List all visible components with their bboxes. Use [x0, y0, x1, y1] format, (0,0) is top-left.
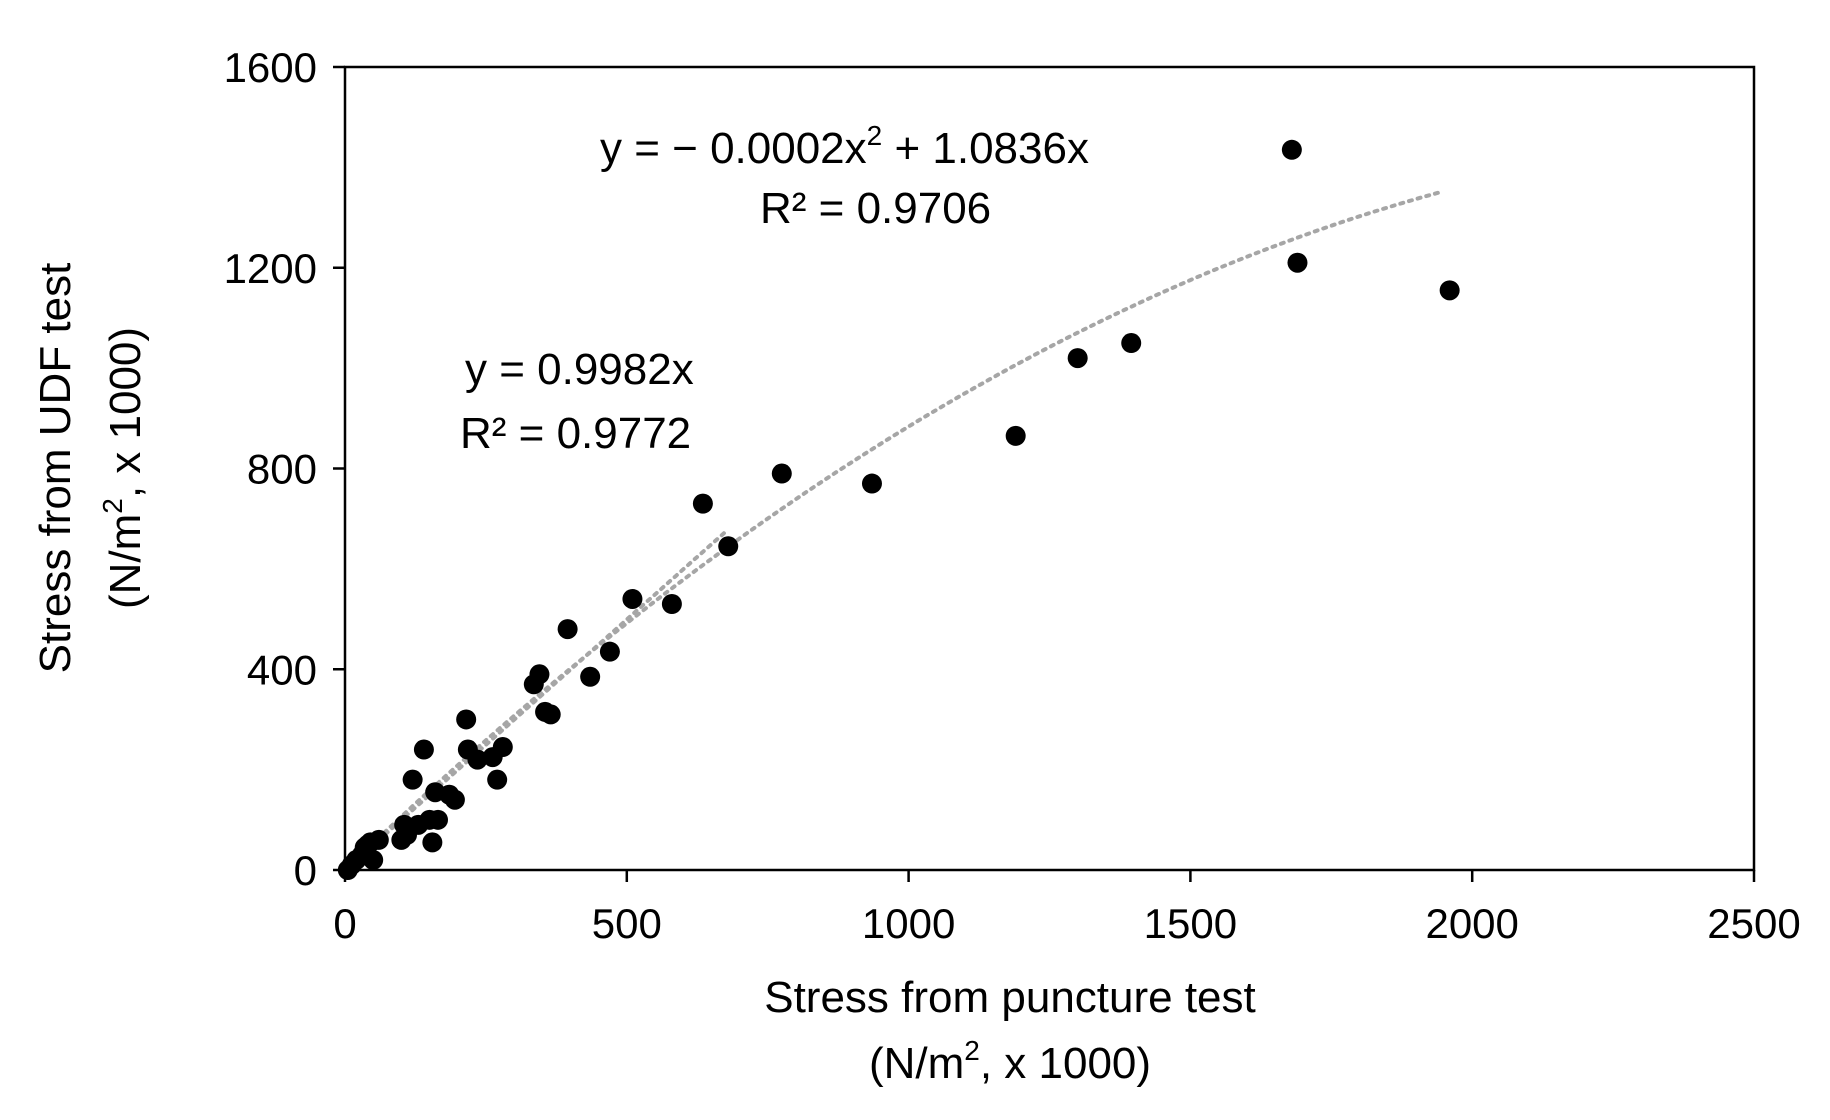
data-point: [368, 829, 389, 850]
data-point: [487, 769, 508, 790]
y-tick-label: 400: [247, 646, 317, 693]
x-axis-title: Stress from puncture test: [764, 973, 1256, 1022]
data-point: [402, 769, 423, 790]
data-point: [1439, 280, 1460, 301]
data-point: [557, 619, 578, 640]
x-tick-label: 2500: [1707, 900, 1800, 947]
plot-area: [343, 65, 1756, 872]
x-axis-units: (N/m2, x 1000): [869, 1035, 1151, 1088]
data-point: [718, 536, 739, 557]
data-point: [1287, 252, 1308, 273]
trendline-polynomial: [343, 190, 1441, 872]
x-tick-label: 500: [592, 900, 662, 947]
data-point: [580, 666, 601, 687]
x-tick-label: 1000: [862, 900, 955, 947]
y-tick-label: 1200: [224, 245, 317, 292]
y-tick-label: 800: [247, 446, 317, 493]
data-point: [422, 832, 443, 853]
data-point: [622, 588, 643, 609]
data-point: [444, 789, 465, 810]
data-point: [1121, 333, 1142, 354]
y-axis-title: Stress from UDF test: [31, 263, 80, 674]
linear-r2: R² = 0.9772: [460, 409, 691, 458]
data-point: [861, 473, 882, 494]
x-tick-label: 2000: [1425, 900, 1518, 947]
data-point: [540, 704, 561, 725]
data-point: [492, 737, 513, 758]
data-point: [661, 594, 682, 615]
data-point: [1005, 425, 1026, 446]
data-point: [413, 739, 434, 760]
y-axis-units: (N/m2, x 1000): [97, 327, 150, 609]
x-tick-label: 1500: [1144, 900, 1237, 947]
data-point: [771, 463, 792, 484]
y-tick-label: 0: [294, 847, 317, 894]
data-point: [529, 664, 550, 685]
data-point: [1281, 139, 1302, 160]
x-tick-label: 0: [333, 900, 356, 947]
y-tick-label: 1600: [224, 44, 317, 91]
data-point: [363, 849, 384, 870]
x-axis-ticks: 0 500 1000 1500 2000 2500: [333, 870, 1801, 947]
poly-equation: y = − 0.0002x2 + 1.0836x: [600, 120, 1089, 173]
data-point: [467, 749, 488, 770]
data-point: [692, 493, 713, 514]
data-point: [1067, 348, 1088, 369]
data-points: [337, 139, 1460, 880]
data-point: [456, 709, 477, 730]
linear-equation: y = 0.9982x: [465, 345, 694, 394]
data-point: [427, 809, 448, 830]
trendlines: [343, 190, 1441, 872]
data-point: [599, 641, 620, 662]
y-axis-ticks: 0 400 800 1200 1600: [224, 44, 345, 894]
poly-r2: R² = 0.9706: [760, 184, 991, 233]
trendline-linear: [343, 527, 731, 872]
